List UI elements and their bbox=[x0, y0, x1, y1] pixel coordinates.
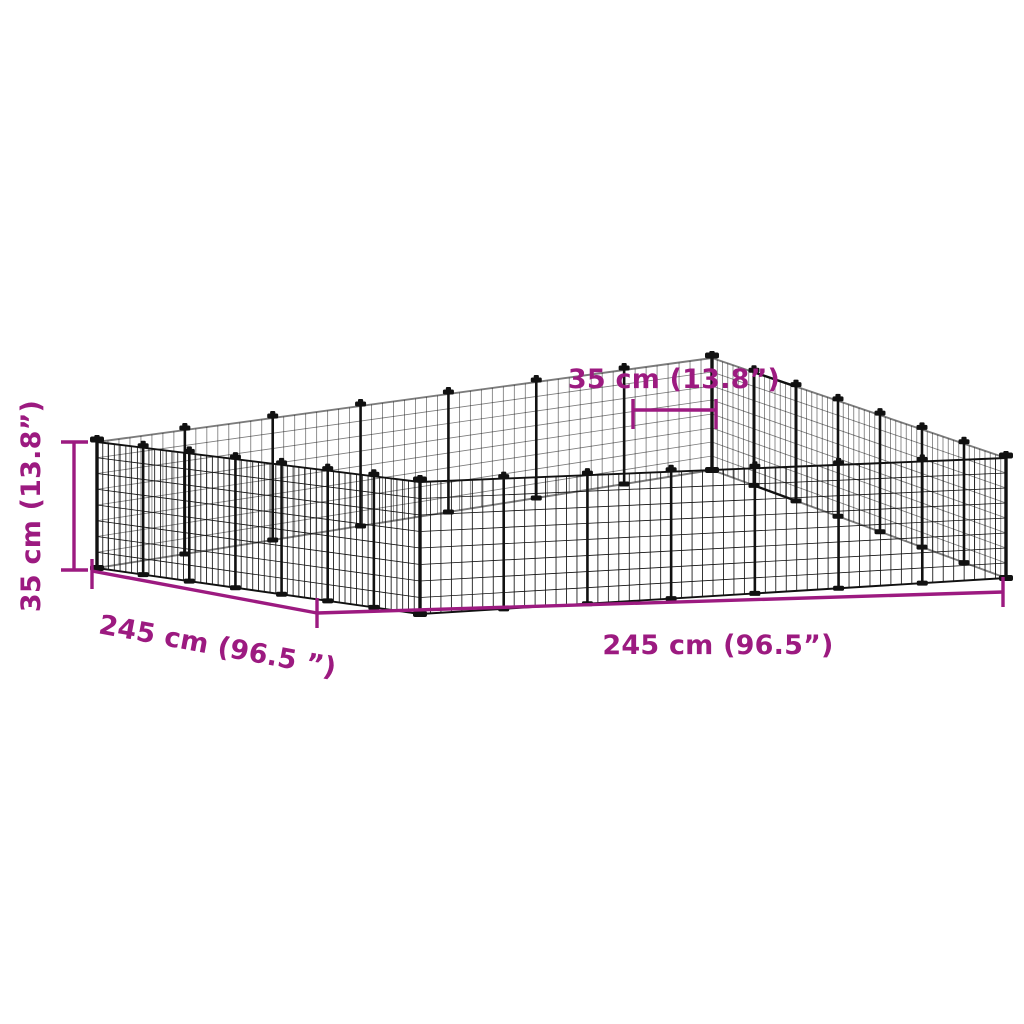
post-foot-cap bbox=[530, 495, 542, 501]
depth-label: 245 cm (96.5 ”) bbox=[96, 609, 338, 683]
width-dimension-line bbox=[316, 577, 1005, 615]
post-foot-cap bbox=[665, 596, 677, 602]
post-foot-cap bbox=[355, 523, 367, 529]
corner-post-foot-1 bbox=[413, 611, 427, 617]
dimension-annotations bbox=[61, 399, 1005, 628]
post-foot-cap bbox=[368, 604, 380, 610]
post-foot-cap bbox=[183, 578, 195, 584]
post-foot-cap bbox=[267, 537, 279, 543]
corner-post-foot-2 bbox=[999, 575, 1013, 581]
post-foot-cap bbox=[322, 598, 334, 604]
height-label: 35 cm (13.8”) bbox=[16, 400, 47, 612]
height-dimension-line bbox=[61, 440, 88, 572]
post-foot-cap bbox=[179, 551, 191, 557]
post-foot-cap bbox=[749, 590, 761, 596]
post-foot-cap bbox=[916, 580, 928, 586]
playpen-wall-front-right bbox=[414, 451, 1012, 617]
corner-post-cap-3 bbox=[705, 352, 719, 359]
corner-post-cap-2 bbox=[999, 452, 1013, 459]
playpen-wall-front-left bbox=[91, 435, 426, 617]
width-label: 245 cm (96.5”) bbox=[602, 630, 833, 661]
post-foot-cap bbox=[618, 481, 630, 487]
pet-playpen-illustration bbox=[90, 351, 1013, 617]
post-foot-cap bbox=[833, 585, 845, 591]
post-foot-cap bbox=[276, 591, 288, 597]
corner-post-foot-3 bbox=[705, 467, 719, 473]
panel-width-dimension-line bbox=[631, 399, 718, 429]
playpen-gate-panel bbox=[752, 371, 798, 502]
panel-width-label: 35 cm (13.8”) bbox=[568, 364, 780, 395]
post-foot-cap bbox=[229, 585, 241, 591]
post-foot-cap bbox=[874, 529, 886, 535]
corner-post-cap-0 bbox=[90, 436, 104, 443]
corner-post-cap-1 bbox=[413, 476, 427, 483]
post-foot-cap bbox=[137, 572, 149, 578]
